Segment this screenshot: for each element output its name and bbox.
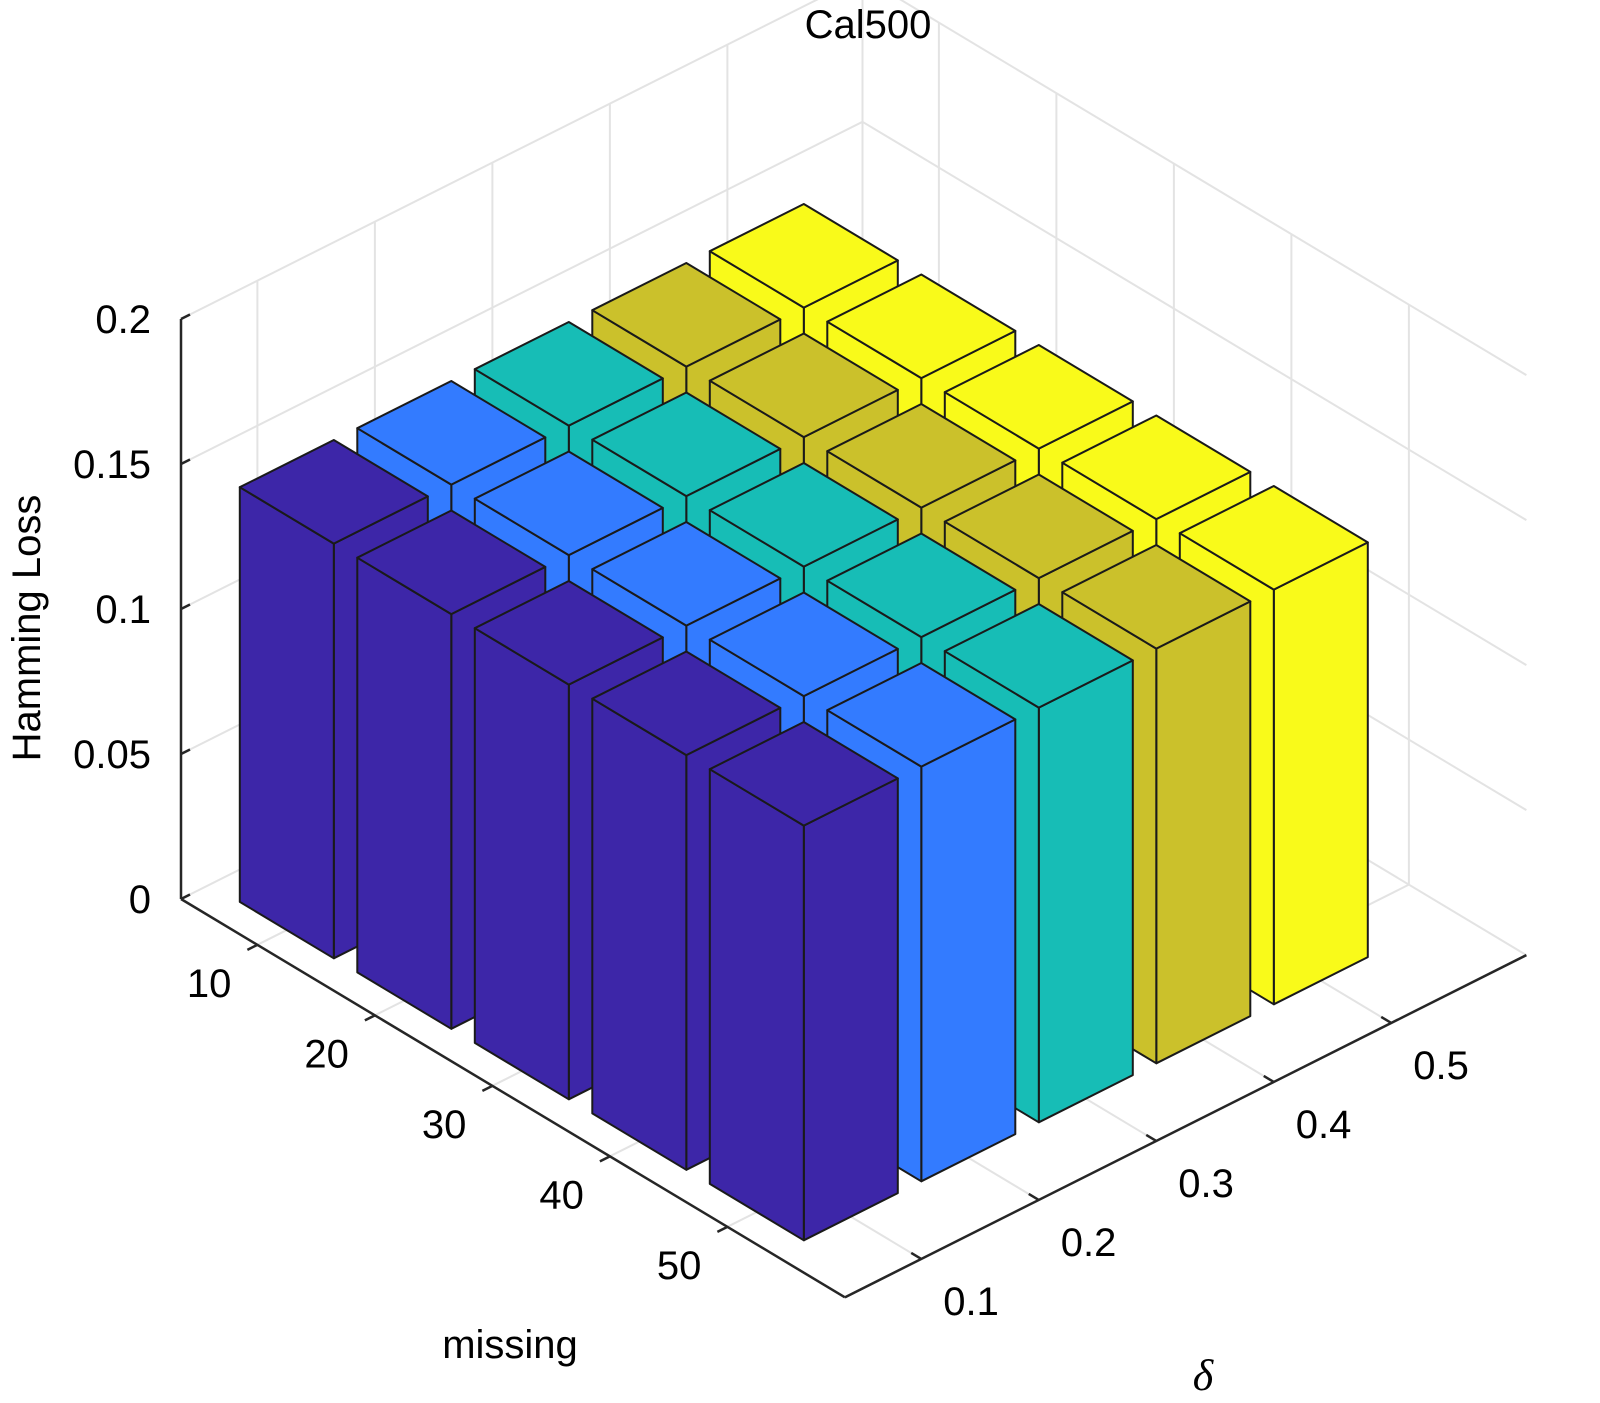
- z-tick-label: 0.1: [95, 588, 151, 632]
- bar-side-face: [591, 697, 688, 1171]
- z-tick-mark: [180, 748, 191, 756]
- bar-50-0.1: [708, 721, 899, 1242]
- z-axis-label: Hamming Loss: [5, 495, 49, 762]
- bar-top-face: [943, 344, 1134, 450]
- z-tick-label: 0: [129, 878, 151, 922]
- bar-top-face: [708, 462, 899, 568]
- bar-top-face: [591, 262, 782, 368]
- bar-front-face: [1272, 541, 1369, 1006]
- bar-top-face: [826, 532, 1017, 639]
- y-tick-label: 0.4: [1296, 1103, 1352, 1147]
- bar-top-face: [1178, 485, 1369, 591]
- z-tick-mark: [180, 603, 191, 611]
- bar-front-face: [1037, 659, 1134, 1124]
- x-tick-mark: [481, 1084, 493, 1092]
- bar-side-face: [473, 627, 570, 1101]
- bar-top-face: [591, 391, 782, 498]
- y-tick-label: 0.1: [943, 1280, 999, 1324]
- y-axis-label: δ: [1193, 1351, 1215, 1400]
- z-tick-mark: [180, 313, 191, 321]
- chart-title: Cal500: [805, 3, 932, 47]
- bar-front-face: [802, 777, 899, 1242]
- bars: [238, 203, 1369, 1242]
- bar-top-face: [473, 580, 664, 686]
- x-tick-label: 40: [539, 1173, 584, 1217]
- bar-top-face: [473, 321, 664, 427]
- y-tick-mark: [1263, 1074, 1275, 1084]
- bar-front-face: [1155, 600, 1252, 1065]
- y-tick-mark: [1380, 1015, 1392, 1025]
- bar-top-face: [473, 450, 664, 557]
- bar-side-face: [708, 768, 805, 1242]
- y-axis-line: [844, 954, 1527, 1299]
- bar-top-face: [826, 403, 1017, 509]
- bar-top-face: [943, 473, 1134, 580]
- x-tick-label: 30: [422, 1103, 467, 1147]
- x-tick-label: 20: [304, 1032, 349, 1076]
- x-axis-label: missing: [442, 1323, 578, 1367]
- bar-top-face: [356, 509, 547, 616]
- bar-top-face: [238, 439, 429, 545]
- bar-front-face: [920, 718, 1017, 1183]
- x-tick-label: 10: [187, 962, 232, 1006]
- bar-top-face: [708, 721, 899, 827]
- labels: Cal500 Hamming Loss missing δ 0 0.05 0.1 0.…: [5, 3, 1469, 1400]
- y-tick-mark: [910, 1251, 922, 1261]
- x-tick-mark: [599, 1155, 611, 1163]
- x-tick-label: 50: [657, 1244, 702, 1288]
- x-tick-mark: [246, 943, 258, 951]
- y-tick-label: 0.2: [1061, 1221, 1117, 1265]
- z-tick-label: 0.15: [73, 443, 151, 487]
- y-tick-mark: [1028, 1192, 1040, 1202]
- bar-top-face: [1061, 544, 1252, 650]
- grid-line-right-wall-z: [899, 0, 1527, 376]
- bar-top-face: [708, 332, 899, 439]
- x-tick-mark: [716, 1225, 728, 1233]
- x-axis-line: [180, 897, 846, 1299]
- bar-top-face: [356, 380, 547, 486]
- y-tick-label: 0.3: [1178, 1162, 1234, 1206]
- y-tick-label: 0.5: [1413, 1044, 1469, 1088]
- grid-line-right-wall-z: [861, 120, 1527, 521]
- bar-side-face: [356, 556, 453, 1030]
- z-tick-label: 0.05: [73, 733, 151, 777]
- bar-top-face: [708, 203, 899, 309]
- y-tick-mark: [1145, 1133, 1157, 1143]
- axes: [179, 313, 1527, 1299]
- bar-top-face: [1061, 414, 1252, 521]
- bar-top-face: [591, 650, 782, 757]
- grid-line-left-wall-z: [180, 120, 863, 465]
- z-tick-mark: [180, 458, 191, 466]
- grid-line-left-wall-z: [180, 0, 819, 320]
- bar-side-face: [238, 486, 335, 960]
- bar-top-face: [708, 591, 899, 698]
- bar-top-face: [826, 662, 1017, 768]
- bar-top-face: [826, 273, 1017, 380]
- bar-top-face: [943, 603, 1134, 709]
- z-tick-mark: [180, 893, 191, 901]
- z-tick-label: 0.2: [95, 298, 151, 342]
- bar-top-face: [591, 521, 782, 627]
- x-tick-mark: [364, 1014, 376, 1022]
